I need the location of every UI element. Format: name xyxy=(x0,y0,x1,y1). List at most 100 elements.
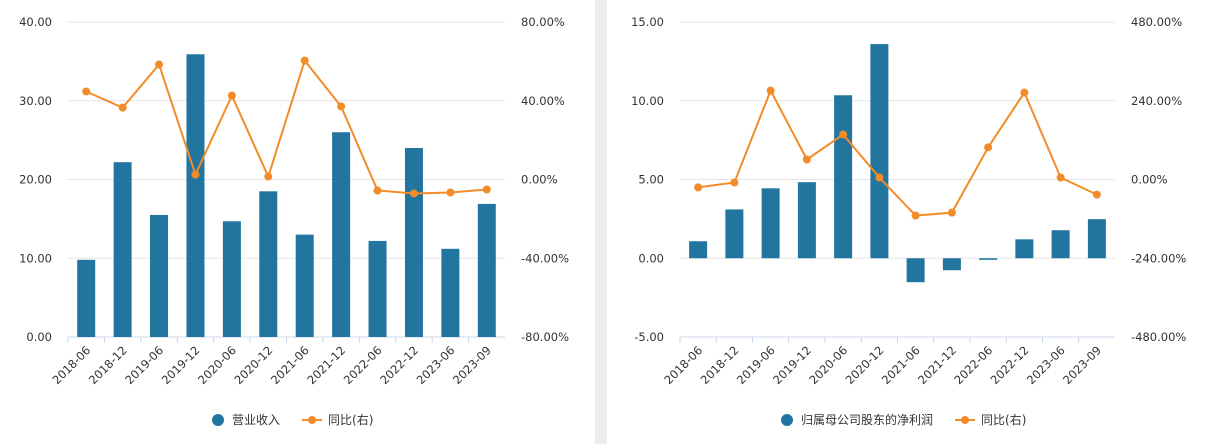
y2-tick-label: 40.00% xyxy=(521,94,565,108)
line-point xyxy=(191,170,200,179)
line-point xyxy=(1020,88,1029,97)
y2-tick-label: 0.00% xyxy=(521,173,558,187)
line-point xyxy=(482,185,491,194)
bar xyxy=(689,241,708,259)
x-tick-label: 2019-12 xyxy=(159,343,203,387)
bar xyxy=(113,162,132,337)
line-point xyxy=(694,183,703,192)
y2-tick-label: 240.00% xyxy=(1131,94,1182,108)
line-point xyxy=(984,143,993,152)
y-tick-label: 40.00 xyxy=(19,15,52,29)
legend-marker xyxy=(781,414,793,426)
y-tick-label: -5.00 xyxy=(634,330,664,344)
y-tick-label: 30.00 xyxy=(19,94,52,108)
bar xyxy=(186,54,205,337)
bar xyxy=(942,258,961,271)
x-tick-label: 2022-12 xyxy=(377,343,421,387)
x-tick-label: 2021-12 xyxy=(304,343,348,387)
bar xyxy=(477,203,496,337)
y2-tick-label: 80.00% xyxy=(521,15,565,29)
legend-label: 归属母公司股东的净利润 xyxy=(801,412,933,427)
bar xyxy=(259,191,278,337)
x-tick-label: 2019-12 xyxy=(770,343,814,387)
legend-marker xyxy=(308,416,317,424)
x-tick-label: 2023-09 xyxy=(450,343,494,387)
bar xyxy=(332,132,351,337)
bar xyxy=(797,182,816,259)
bar xyxy=(834,95,853,259)
line-point xyxy=(802,155,811,164)
x-tick-label: 2022-06 xyxy=(951,343,995,387)
line-point xyxy=(82,87,91,96)
bar xyxy=(368,240,387,337)
y-tick-label: 0.00 xyxy=(26,330,52,344)
y2-tick-label: 0.00% xyxy=(1131,173,1168,187)
x-tick-label: 2023-09 xyxy=(1060,343,1104,387)
bar xyxy=(222,221,241,337)
chart: 0.00 10.00 20.00 30.00 40.00 -80.00% -40.00% 0.… xyxy=(19,15,569,427)
line-point xyxy=(373,186,382,195)
x-tick-label: 2020-06 xyxy=(806,343,850,387)
line-point xyxy=(337,102,346,111)
bar xyxy=(870,44,889,259)
y2-tick-label: 480.00% xyxy=(1131,15,1182,29)
line xyxy=(697,88,1098,217)
x-tick-label: 2021-06 xyxy=(268,343,312,387)
bar xyxy=(979,258,998,260)
line-point xyxy=(155,60,164,69)
divider xyxy=(595,0,607,444)
legend-marker xyxy=(212,414,224,426)
y-tick-label: 5.00 xyxy=(638,173,664,187)
line-point xyxy=(875,173,884,182)
bar xyxy=(441,248,460,337)
bar xyxy=(295,234,314,337)
line-point xyxy=(409,189,418,198)
bar xyxy=(77,259,96,337)
y2-tick-label: -80.00% xyxy=(521,330,569,344)
line-point xyxy=(766,86,775,95)
x-tick-label: 2020-12 xyxy=(843,343,887,387)
bar xyxy=(725,209,744,259)
x-tick-label: 2018-12 xyxy=(86,343,130,387)
y2-tick-label: -480.00% xyxy=(1131,330,1186,344)
y2-tick-label: -240.00% xyxy=(1131,251,1186,265)
x-tick-label: 2022-12 xyxy=(988,343,1032,387)
x-tick-label: 2018-06 xyxy=(661,343,705,387)
bar xyxy=(761,188,780,259)
bar xyxy=(1015,239,1034,259)
x-tick-label: 2019-06 xyxy=(122,343,166,387)
x-tick-label: 2023-06 xyxy=(1024,343,1068,387)
line-point xyxy=(300,56,309,65)
x-tick-label: 2020-06 xyxy=(195,343,239,387)
line-point xyxy=(839,130,848,139)
y-tick-label: 10.00 xyxy=(19,251,52,265)
line-point xyxy=(264,172,273,181)
bar xyxy=(404,148,423,337)
y-tick-label: 15.00 xyxy=(631,15,664,29)
line xyxy=(85,58,487,195)
bar xyxy=(906,258,925,283)
line-point xyxy=(227,91,236,100)
line-point xyxy=(446,188,455,197)
y2-tick-label: -40.00% xyxy=(521,251,569,265)
y-tick-label: 0.00 xyxy=(638,251,664,265)
legend-label: 营业收入 xyxy=(232,413,280,427)
bar xyxy=(150,214,169,337)
x-tick-label: 2018-12 xyxy=(698,343,742,387)
x-tick-label: 2023-06 xyxy=(414,343,458,387)
y-tick-label: 10.00 xyxy=(631,94,664,108)
x-tick-label: 2018-06 xyxy=(49,343,93,387)
chart: -5.00 0.00 5.00 10.00 15.00 -480.00% -240.00% 0… xyxy=(631,15,1186,427)
line-point xyxy=(911,211,920,220)
bar xyxy=(1087,219,1106,259)
line-point xyxy=(1092,190,1101,199)
line-point xyxy=(1056,173,1065,182)
x-tick-label: 2019-06 xyxy=(734,343,778,387)
legend-label: 同比(右) xyxy=(981,412,1026,427)
x-tick-label: 2022-06 xyxy=(341,343,385,387)
legend-marker xyxy=(961,416,970,424)
bar xyxy=(1051,230,1070,259)
line-point xyxy=(730,178,739,187)
